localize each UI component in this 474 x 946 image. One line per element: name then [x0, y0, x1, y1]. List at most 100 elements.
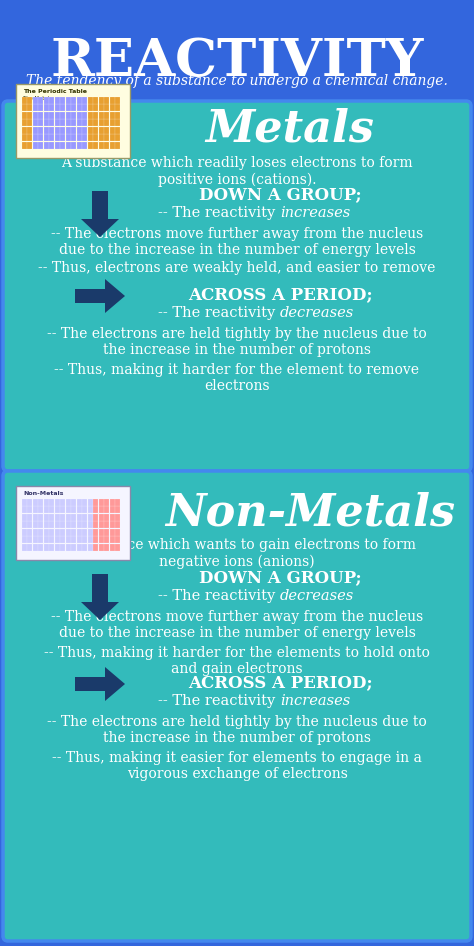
Bar [104, 514, 109, 521]
Bar [49, 536, 55, 544]
Bar [110, 514, 115, 521]
Bar [104, 536, 109, 544]
Polygon shape [81, 602, 119, 620]
Bar [44, 529, 49, 536]
Bar [38, 544, 44, 551]
Bar [82, 119, 88, 127]
Bar [116, 112, 120, 119]
Bar [22, 119, 27, 127]
Bar [77, 97, 82, 104]
FancyBboxPatch shape [16, 486, 130, 560]
Bar [22, 529, 27, 536]
Bar [72, 536, 76, 544]
Bar [88, 536, 93, 544]
Bar [104, 104, 109, 112]
Bar [72, 119, 76, 127]
Bar [38, 97, 44, 104]
Bar [116, 506, 120, 514]
Bar [104, 499, 109, 506]
Bar [99, 514, 104, 521]
Text: DOWN A GROUP;: DOWN A GROUP; [199, 186, 361, 203]
Bar [61, 127, 65, 134]
Bar [33, 112, 38, 119]
Bar [77, 499, 82, 506]
Bar [33, 142, 38, 149]
Bar [33, 506, 38, 514]
Bar [49, 134, 55, 142]
Bar [61, 104, 65, 112]
Bar [77, 521, 82, 529]
Bar [38, 134, 44, 142]
Text: increases: increases [280, 206, 350, 220]
Text: -- The reactivity: -- The reactivity [158, 306, 280, 320]
Bar [38, 521, 44, 529]
Bar [38, 127, 44, 134]
Bar [82, 112, 88, 119]
Bar [93, 112, 99, 119]
Bar [55, 521, 60, 529]
Bar [44, 544, 49, 551]
Bar [88, 127, 93, 134]
Bar [61, 142, 65, 149]
Bar [72, 104, 76, 112]
Bar [116, 97, 120, 104]
Bar [61, 119, 65, 127]
Bar [99, 499, 104, 506]
Bar [93, 506, 99, 514]
Bar [49, 529, 55, 536]
Bar [110, 97, 115, 104]
Bar [27, 112, 33, 119]
Text: -- The electrons are held tightly by the nucleus due to
the increase in the numb: -- The electrons are held tightly by the… [47, 715, 427, 745]
Text: -- The electrons move further away from the nucleus
due to the increase in the n: -- The electrons move further away from … [51, 227, 423, 257]
Bar [66, 119, 71, 127]
Bar [49, 506, 55, 514]
Bar [99, 521, 104, 529]
Bar [77, 127, 82, 134]
Bar [72, 97, 76, 104]
Bar [66, 521, 71, 529]
Bar [88, 521, 93, 529]
Bar [116, 544, 120, 551]
Bar [66, 127, 71, 134]
Bar [93, 514, 99, 521]
Bar [110, 536, 115, 544]
Text: -- Thus, electrons are weakly held, and easier to remove: -- Thus, electrons are weakly held, and … [38, 261, 436, 275]
Bar [88, 134, 93, 142]
Bar [44, 104, 49, 112]
Bar [44, 506, 49, 514]
Bar [92, 191, 108, 219]
Text: Metals: Metals [206, 108, 374, 151]
Bar [93, 521, 99, 529]
Text: ACROSS A PERIOD;: ACROSS A PERIOD; [188, 286, 372, 303]
Bar [99, 119, 104, 127]
Bar [116, 119, 120, 127]
Bar [27, 127, 33, 134]
Bar [99, 529, 104, 536]
Bar [72, 134, 76, 142]
Bar [55, 127, 60, 134]
Text: -- The electrons are held tightly by the nucleus due to
the increase in the numb: -- The electrons are held tightly by the… [47, 327, 427, 358]
Bar [77, 104, 82, 112]
Bar [104, 142, 109, 149]
Bar [61, 506, 65, 514]
Bar [66, 536, 71, 544]
Text: -- Thus, making it harder for the element to remove
electrons: -- Thus, making it harder for the elemen… [55, 363, 419, 394]
Bar [38, 499, 44, 506]
Bar [44, 514, 49, 521]
Bar [88, 119, 93, 127]
Text: -- The reactivity: -- The reactivity [158, 206, 280, 220]
Bar [110, 127, 115, 134]
Bar [93, 97, 99, 104]
Bar [55, 536, 60, 544]
Bar [110, 134, 115, 142]
Text: increases: increases [280, 694, 350, 708]
Bar [44, 499, 49, 506]
Text: -- The reactivity: -- The reactivity [158, 694, 280, 708]
Bar [110, 104, 115, 112]
Bar [33, 536, 38, 544]
Text: Non-Metals: Non-Metals [165, 491, 455, 534]
Bar [77, 544, 82, 551]
Bar [93, 104, 99, 112]
Bar [72, 142, 76, 149]
FancyBboxPatch shape [3, 101, 471, 471]
